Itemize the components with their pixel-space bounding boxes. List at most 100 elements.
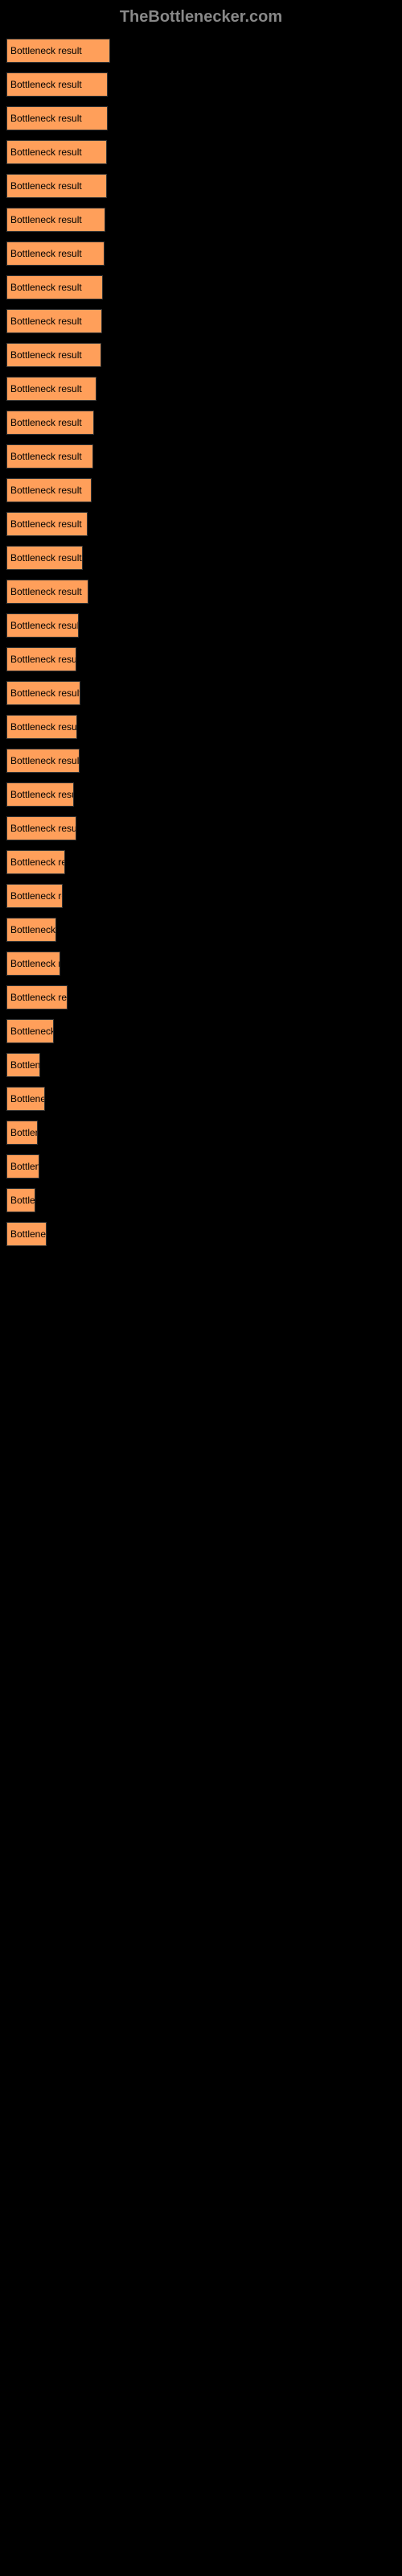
chart-row: Bottleneck result — [6, 749, 396, 773]
bar-value: 41 — [111, 79, 121, 90]
bar: Bottleneck result — [6, 242, 105, 266]
bar-container: Bottleneck result — [6, 1222, 396, 1246]
bar-container: Bottleneck result 41 — [6, 72, 396, 97]
bar-text: Bottleneck result — [10, 620, 79, 631]
bar-container: Bottleneck result41 — [6, 309, 396, 333]
bar-text: Bottleneck result — [10, 79, 82, 90]
bar: Bottleneck result — [6, 72, 108, 97]
bar: Bottleneck result — [6, 647, 76, 671]
bar-container: Bottleneck result 41 — [6, 208, 396, 232]
chart-row: Bottleneck result — [6, 1121, 396, 1145]
bar-value: 41 — [105, 349, 115, 361]
bar-container: Bottleneck result 42 — [6, 39, 396, 63]
bar-text: Bottleneck result — [10, 1228, 47, 1240]
bar-container: Bottleneck result — [6, 884, 396, 908]
bar-text: Bottleneck result — [10, 958, 60, 969]
chart-row: Bottleneck result — [6, 1053, 396, 1077]
bar: Bottleneck result — [6, 208, 105, 232]
site-header: TheBottlenecker.com — [0, 8, 402, 27]
bar-text: Bottleneck result — [10, 857, 65, 868]
chart-row: Bottleneck result — [6, 580, 396, 604]
chart-row: Bottleneck result — [6, 1154, 396, 1179]
bar: Bottleneck result — [6, 1019, 54, 1043]
bar: Bottleneck result — [6, 444, 93, 469]
bar-text: Bottleneck result — [10, 45, 82, 56]
chart-row: Bottleneck result — [6, 613, 396, 638]
chart-row: Bottleneck result — [6, 411, 396, 435]
bar: Bottleneck result — [6, 884, 63, 908]
bar-text: Bottleneck result — [10, 1195, 35, 1206]
bar-text: Bottleneck result — [10, 687, 80, 699]
bar-text: Bottleneck result — [10, 586, 82, 597]
bar: Bottleneck result — [6, 309, 102, 333]
bar-text: Bottleneck result — [10, 147, 82, 158]
bar-container: Bottleneck result — [6, 952, 396, 976]
bar: Bottleneck result — [6, 512, 88, 536]
bar: Bottleneck result — [6, 39, 110, 63]
chart-row: Bottleneck result41 — [6, 343, 396, 367]
bar-container: Bottleneck result — [6, 985, 396, 1009]
chart-row: Bottleneck result — [6, 985, 396, 1009]
chart-row: Bottleneck result — [6, 952, 396, 976]
chart-row: Bottleneck result41 — [6, 174, 396, 198]
chart-row: Bottleneck result — [6, 1188, 396, 1212]
bar-value: 41 — [111, 113, 121, 124]
bar-text: Bottleneck result — [10, 485, 82, 496]
bar: Bottleneck result — [6, 174, 107, 198]
bar: Bottleneck result — [6, 478, 92, 502]
bar-text: Bottleneck result — [10, 721, 77, 733]
bar-container: Bottleneck result — [6, 681, 396, 705]
bar-value: 41 — [109, 214, 119, 225]
bar-text: Bottleneck result — [10, 924, 56, 935]
bar-text: Bottleneck result — [10, 755, 80, 766]
chart-row: Bottleneck result 41 — [6, 72, 396, 97]
bar-container: Bottleneck result — [6, 1188, 396, 1212]
bar: Bottleneck result — [6, 1222, 47, 1246]
chart-row: Bottleneck result41 — [6, 140, 396, 164]
bar-container: Bottleneck result41 — [6, 140, 396, 164]
bottleneck-chart: Bottleneck result42Bottleneck result41Bo… — [0, 39, 402, 1246]
bar-text: Bottleneck result — [10, 890, 63, 902]
bar-container: Bottleneck result — [6, 816, 396, 840]
bar-container: Bottleneck result — [6, 512, 396, 536]
chart-row: Bottleneck result — [6, 444, 396, 469]
bar-container: Bottleneck result — [6, 715, 396, 739]
bar-text: Bottleneck result — [10, 789, 74, 800]
bar-value: 42 — [113, 45, 124, 56]
bar: Bottleneck result — [6, 918, 56, 942]
bar-container: Bottleneck result — [6, 613, 396, 638]
bar-text: Bottleneck result — [10, 180, 82, 192]
bar-container: Bottleneck result — [6, 918, 396, 942]
bar: Bottleneck result — [6, 681, 80, 705]
bar-text: Bottleneck result — [10, 992, 68, 1003]
bar-container: Bottleneck result41 — [6, 343, 396, 367]
chart-row: Bottleneck result — [6, 816, 396, 840]
bar-container: Bottleneck result — [6, 1154, 396, 1179]
bar-text: Bottleneck result — [10, 552, 82, 564]
bar-container: Bottleneck result — [6, 377, 396, 401]
bar-text: Bottleneck result — [10, 654, 76, 665]
chart-row: Bottleneck result — [6, 681, 396, 705]
bar-text: Bottleneck result — [10, 451, 82, 462]
bar-container: Bottleneck result — [6, 1087, 396, 1111]
bar-container: Bottleneck result — [6, 647, 396, 671]
chart-row: Bottleneck result — [6, 715, 396, 739]
bar-container: Bottleneck result — [6, 411, 396, 435]
chart-row: Bottleneck result41 — [6, 275, 396, 299]
bar-container: Bottleneck result — [6, 1053, 396, 1077]
chart-row: Bottleneck result — [6, 546, 396, 570]
bar-container: Bottleneck result — [6, 749, 396, 773]
chart-row: Bottleneck result41 — [6, 106, 396, 130]
bar: Bottleneck result — [6, 377, 96, 401]
bar-text: Bottleneck result — [10, 282, 82, 293]
bar: Bottleneck result — [6, 816, 76, 840]
chart-row: Bottleneck result41 — [6, 309, 396, 333]
chart-row: Bottleneck result — [6, 377, 396, 401]
bar: Bottleneck result — [6, 140, 107, 164]
bar-text: Bottleneck result — [10, 383, 82, 394]
bar-container: Bottleneck result — [6, 478, 396, 502]
bar: Bottleneck result — [6, 749, 80, 773]
bar: Bottleneck result — [6, 850, 65, 874]
bar-text: Bottleneck result — [10, 1093, 45, 1104]
chart-row: Bottleneck result 42 — [6, 39, 396, 63]
